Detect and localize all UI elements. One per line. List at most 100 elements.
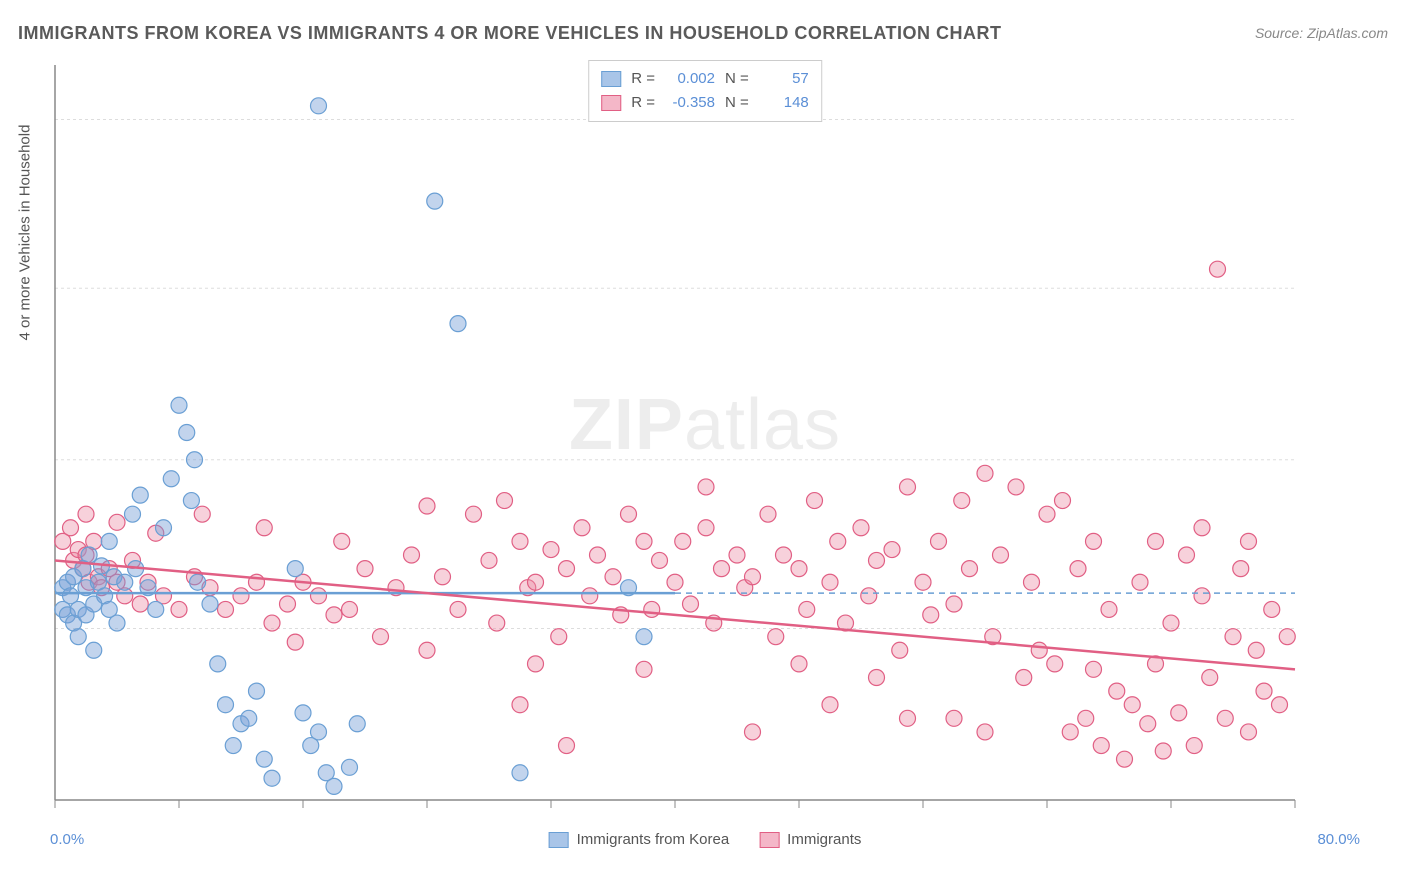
chart-title: IMMIGRANTS FROM KOREA VS IMMIGRANTS 4 OR…: [18, 23, 1002, 44]
immigrants-point: [1047, 656, 1063, 672]
korea-point: [86, 642, 102, 658]
korea-point: [287, 561, 303, 577]
immigrants-point: [977, 465, 993, 481]
immigrants-point: [799, 601, 815, 617]
immigrants-point: [287, 634, 303, 650]
immigrants-point: [551, 629, 567, 645]
legend-label-korea: Immigrants from Korea: [577, 831, 730, 848]
immigrants-point: [1086, 533, 1102, 549]
immigrants-point: [194, 506, 210, 522]
immigrants-point: [923, 607, 939, 623]
immigrants-point: [869, 670, 885, 686]
korea-point: [132, 487, 148, 503]
korea-point: [125, 506, 141, 522]
immigrants-point: [1055, 493, 1071, 509]
immigrants-point: [543, 542, 559, 558]
immigrants-point: [1264, 601, 1280, 617]
korea-point: [179, 425, 195, 441]
immigrants-point: [962, 561, 978, 577]
immigrants-point: [931, 533, 947, 549]
korea-point: [101, 533, 117, 549]
legend-stats-immigrants: R = -0.358 N = 148: [601, 91, 809, 115]
korea-point: [311, 724, 327, 740]
immigrants-point: [342, 601, 358, 617]
immigrants-point: [698, 520, 714, 536]
chart-area: ZIPatlas 4 or more Vehicles in Household…: [50, 60, 1360, 820]
immigrants-point: [1186, 738, 1202, 754]
immigrants-point: [233, 588, 249, 604]
stat-korea-n: 57: [759, 67, 809, 91]
korea-point: [218, 697, 234, 713]
immigrants-point: [946, 710, 962, 726]
immigrants-point: [915, 574, 931, 590]
korea-point: [349, 716, 365, 732]
immigrants-point: [745, 569, 761, 585]
immigrants-point: [1194, 588, 1210, 604]
immigrants-point: [644, 601, 660, 617]
immigrants-point: [675, 533, 691, 549]
immigrants-point: [280, 596, 296, 612]
immigrants-point: [636, 533, 652, 549]
immigrants-point: [1241, 724, 1257, 740]
korea-point: [109, 615, 125, 631]
immigrants-point: [683, 596, 699, 612]
immigrants-point: [1078, 710, 1094, 726]
stat-label-r: R =: [631, 91, 655, 115]
immigrants-point: [528, 656, 544, 672]
immigrants-point: [1171, 705, 1187, 721]
immigrants-point: [1248, 642, 1264, 658]
immigrants-point: [892, 642, 908, 658]
immigrants-point: [1155, 743, 1171, 759]
immigrants-point: [1233, 561, 1249, 577]
x-axis-min-label: 0.0%: [50, 831, 84, 848]
immigrants-point: [481, 552, 497, 568]
immigrants-point: [946, 596, 962, 612]
immigrants-point: [1179, 547, 1195, 563]
immigrants-point: [1163, 615, 1179, 631]
immigrants-point: [977, 724, 993, 740]
swatch-immigrants: [601, 95, 621, 111]
x-axis-max-label: 80.0%: [1317, 831, 1360, 848]
immigrants-point: [652, 552, 668, 568]
korea-point: [342, 759, 358, 775]
immigrants-point: [760, 506, 776, 522]
immigrants-point: [334, 533, 350, 549]
stat-label-n: N =: [725, 91, 749, 115]
korea-point: [264, 770, 280, 786]
immigrants-point: [954, 493, 970, 509]
korea-point: [636, 629, 652, 645]
korea-point: [256, 751, 272, 767]
korea-point: [326, 778, 342, 794]
immigrants-point: [745, 724, 761, 740]
immigrants-point: [853, 520, 869, 536]
immigrants-point: [1279, 629, 1295, 645]
immigrants-point: [311, 588, 327, 604]
immigrants-point: [1117, 751, 1133, 767]
immigrants-point: [574, 520, 590, 536]
immigrants-point: [512, 697, 528, 713]
source-attribution: Source: ZipAtlas.com: [1255, 25, 1388, 41]
immigrants-point: [512, 533, 528, 549]
immigrants-point: [1124, 697, 1140, 713]
immigrants-point: [373, 629, 389, 645]
stat-label-n: N =: [725, 67, 749, 91]
legend-item-immigrants: Immigrants: [759, 831, 861, 848]
immigrants-point: [900, 710, 916, 726]
y-axis-label: 4 or more Vehicles in Household: [17, 125, 34, 341]
immigrants-point: [590, 547, 606, 563]
immigrants-point: [466, 506, 482, 522]
immigrants-point: [1148, 533, 1164, 549]
immigrants-point: [559, 738, 575, 754]
immigrants-point: [78, 506, 94, 522]
immigrants-point: [582, 588, 598, 604]
immigrants-point: [264, 615, 280, 631]
immigrants-point: [1062, 724, 1078, 740]
korea-point: [148, 601, 164, 617]
immigrants-point: [1070, 561, 1086, 577]
korea-point: [427, 193, 443, 209]
immigrants-point: [636, 661, 652, 677]
immigrants-point: [830, 533, 846, 549]
korea-point: [202, 596, 218, 612]
immigrants-point: [1008, 479, 1024, 495]
stat-immigrants-r: -0.358: [665, 91, 715, 115]
